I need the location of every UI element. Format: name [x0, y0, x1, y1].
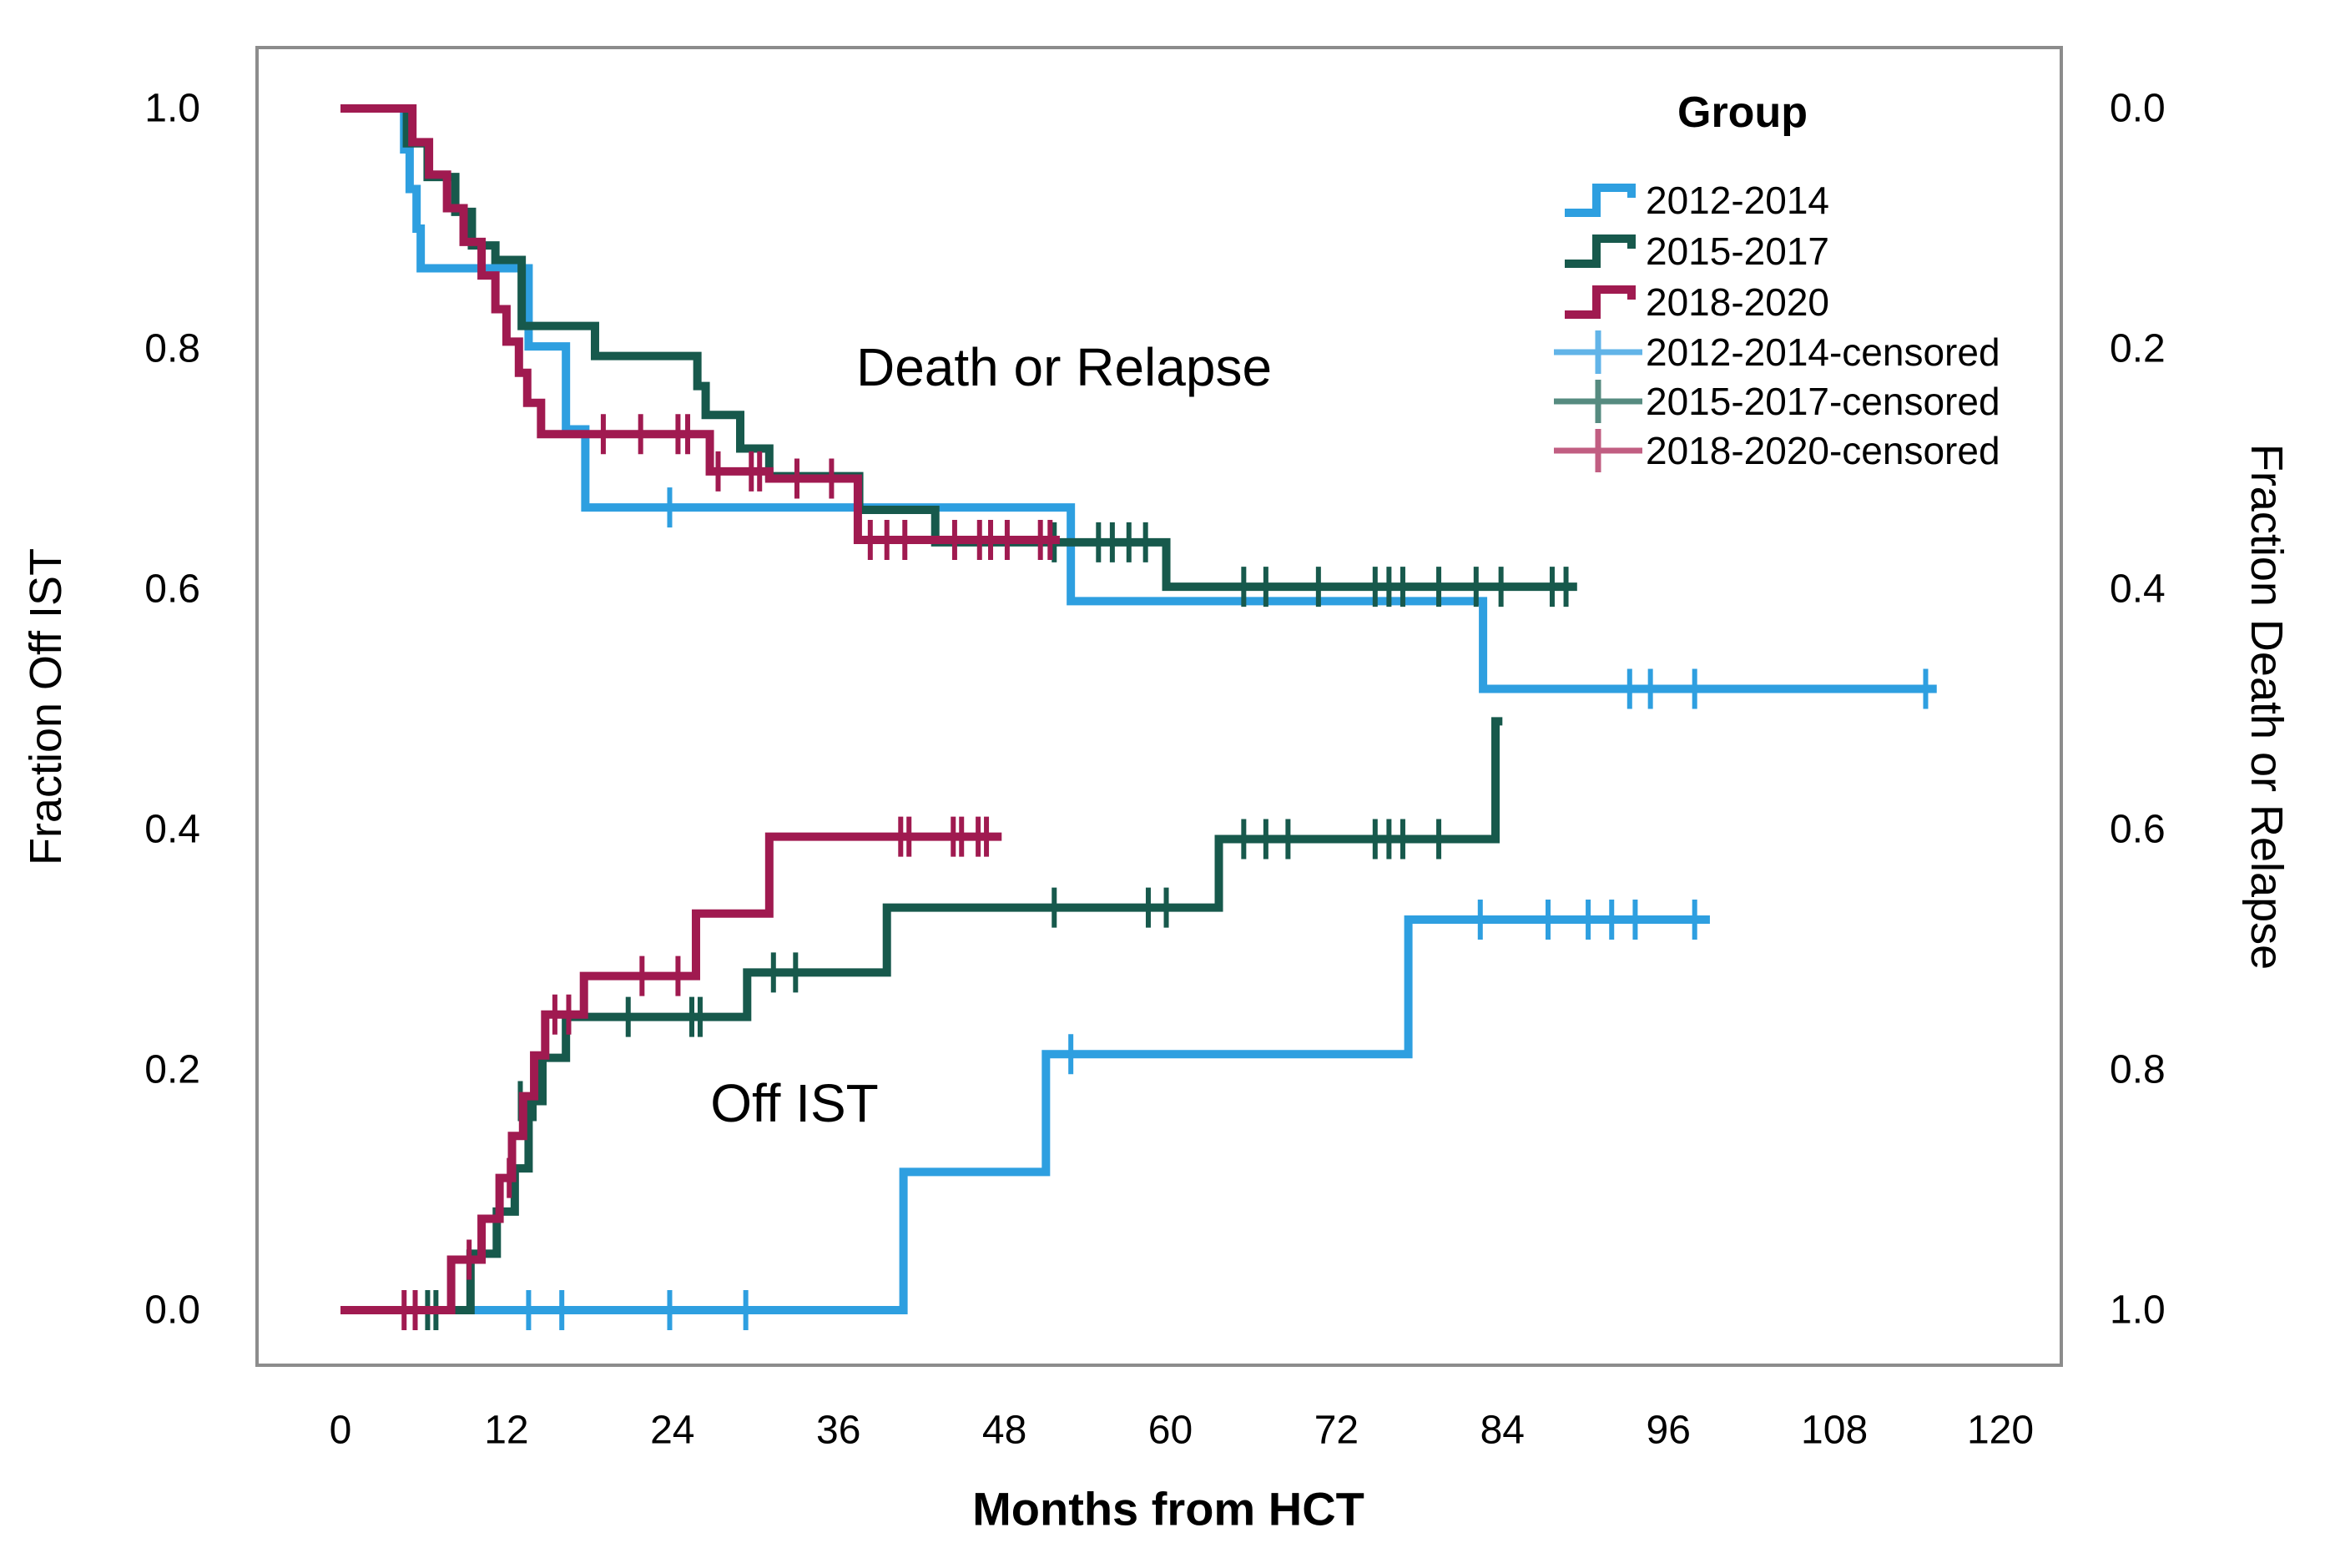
x-tick-label: 0 [330, 1409, 352, 1453]
y-left-tick-label: 0.4 [144, 808, 200, 852]
y-left-axis-title: Fraction Off IST [21, 548, 71, 865]
x-tick-label: 60 [1148, 1409, 1193, 1453]
x-tick-label: 72 [1314, 1409, 1359, 1453]
legend-entry-label: 2015-2017 [1646, 229, 1829, 273]
y-right-tick-label: 0.2 [2110, 327, 2166, 371]
y-left-tick-label: 0.0 [144, 1288, 200, 1333]
x-tick-label: 48 [982, 1409, 1026, 1453]
x-tick-label: 96 [1647, 1409, 1691, 1453]
y-right-tick-label: 0.0 [2110, 87, 2166, 131]
legend-entry-label: 2015-2017-censored [1646, 380, 2000, 423]
x-axis-title: Months from HCT [972, 1483, 1364, 1535]
y-right-tick-label: 0.8 [2110, 1048, 2166, 1092]
legend-entry-label: 2012-2014 [1646, 179, 1829, 222]
x-tick-label: 12 [484, 1409, 528, 1453]
x-tick-label: 24 [650, 1409, 694, 1453]
y-right-axis-title: Fraction Death or Relapse [2242, 444, 2292, 970]
legend-step-swatch-icon [1565, 234, 1636, 268]
series-line-death_or_relapse-2012-2014 [340, 104, 1937, 693]
legend-entry-label: 2018-2020 [1646, 280, 1829, 324]
legend-entry-label: 2018-2020-censored [1646, 429, 2000, 472]
x-tick-label: 108 [1801, 1409, 1868, 1453]
plot-frame [255, 46, 2063, 1367]
death-or-relapse-label: Death or Relapse [856, 337, 1272, 397]
y-left-tick-label: 0.8 [144, 327, 200, 371]
series-line-off_ist-2018-2020 [340, 832, 1002, 1314]
legend-step-swatch-icon [1565, 184, 1636, 217]
legend-title: Group [1677, 88, 1808, 137]
y-left-tick-label: 0.6 [144, 567, 200, 612]
y-right-tick-label: 0.6 [2110, 808, 2166, 852]
y-left-tick-label: 1.0 [144, 87, 200, 131]
x-tick-label: 120 [1967, 1409, 2034, 1453]
series-line-off_ist-2012-2014 [340, 915, 1710, 1314]
y-right-tick-label: 0.4 [2110, 567, 2166, 612]
series-line-off_ist-2015-2017 [340, 717, 1503, 1314]
off-ist-label: Off IST [710, 1073, 879, 1133]
x-tick-label: 84 [1480, 1409, 1525, 1453]
legend-entry-label: 2012-2014-censored [1646, 330, 2000, 374]
x-tick-label: 36 [816, 1409, 860, 1453]
y-right-tick-label: 1.0 [2110, 1288, 2166, 1333]
y-left-tick-label: 0.2 [144, 1048, 200, 1092]
series-line-death_or_relapse-2018-2020 [340, 104, 1060, 544]
legend-step-swatch-icon [1565, 285, 1636, 319]
